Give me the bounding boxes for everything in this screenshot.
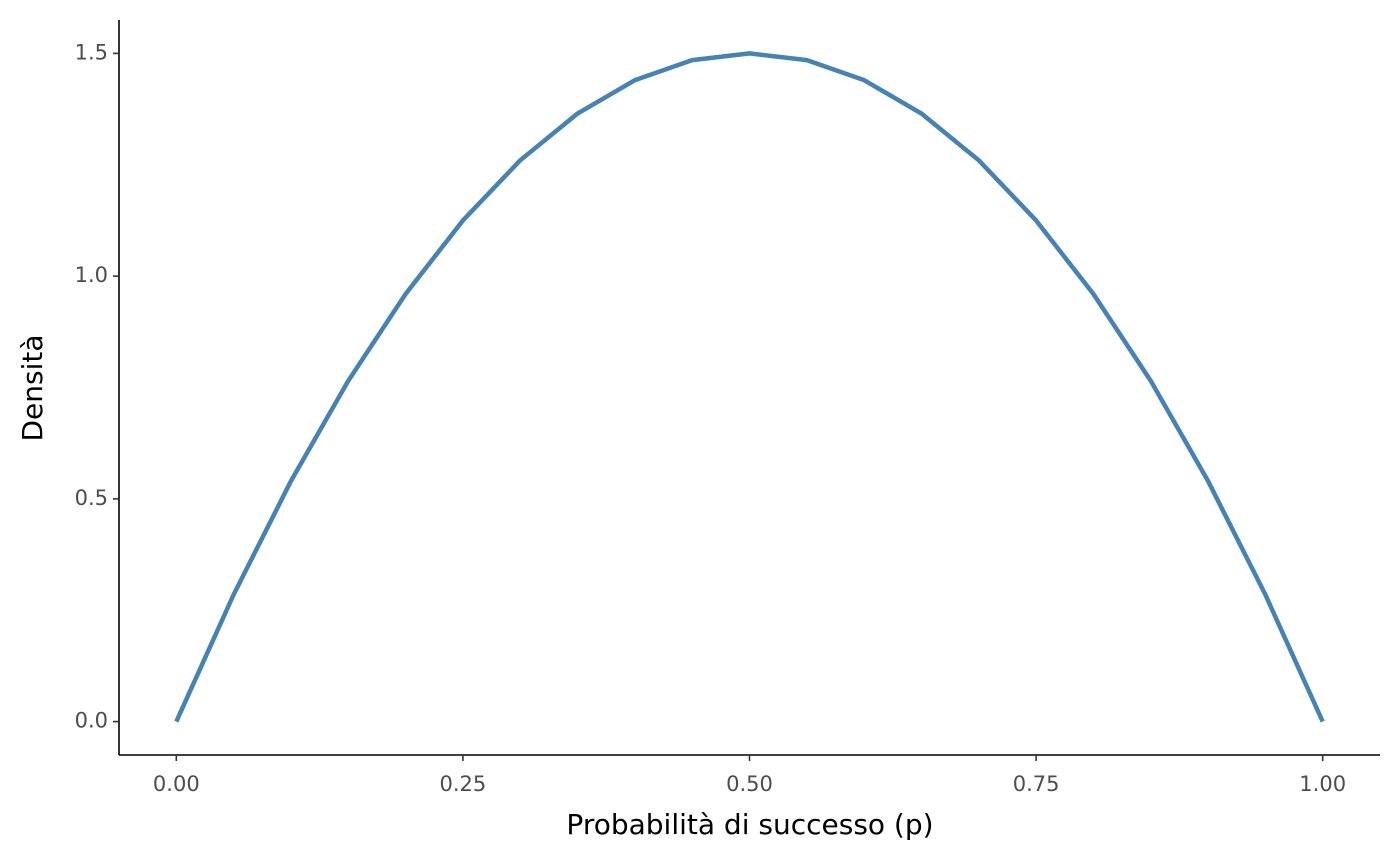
y-tick-label: 1.5 [75, 40, 108, 64]
x-tick-label: 0.75 [1013, 772, 1060, 796]
x-tick-label: 0.25 [440, 772, 487, 796]
y-tick-label: 0.5 [75, 486, 108, 510]
line-series [174, 51, 1325, 723]
y-axis-title: Densità [16, 334, 49, 441]
y-tick-label: 0.0 [75, 709, 108, 733]
x-tick-label: 0.00 [153, 772, 200, 796]
x-axis-title: Probabilità di successo (p) [566, 808, 933, 841]
x-tick-label: 0.50 [726, 772, 773, 796]
x-tick-label: 1.00 [1299, 772, 1346, 796]
y-tick-label: 1.0 [75, 263, 108, 287]
